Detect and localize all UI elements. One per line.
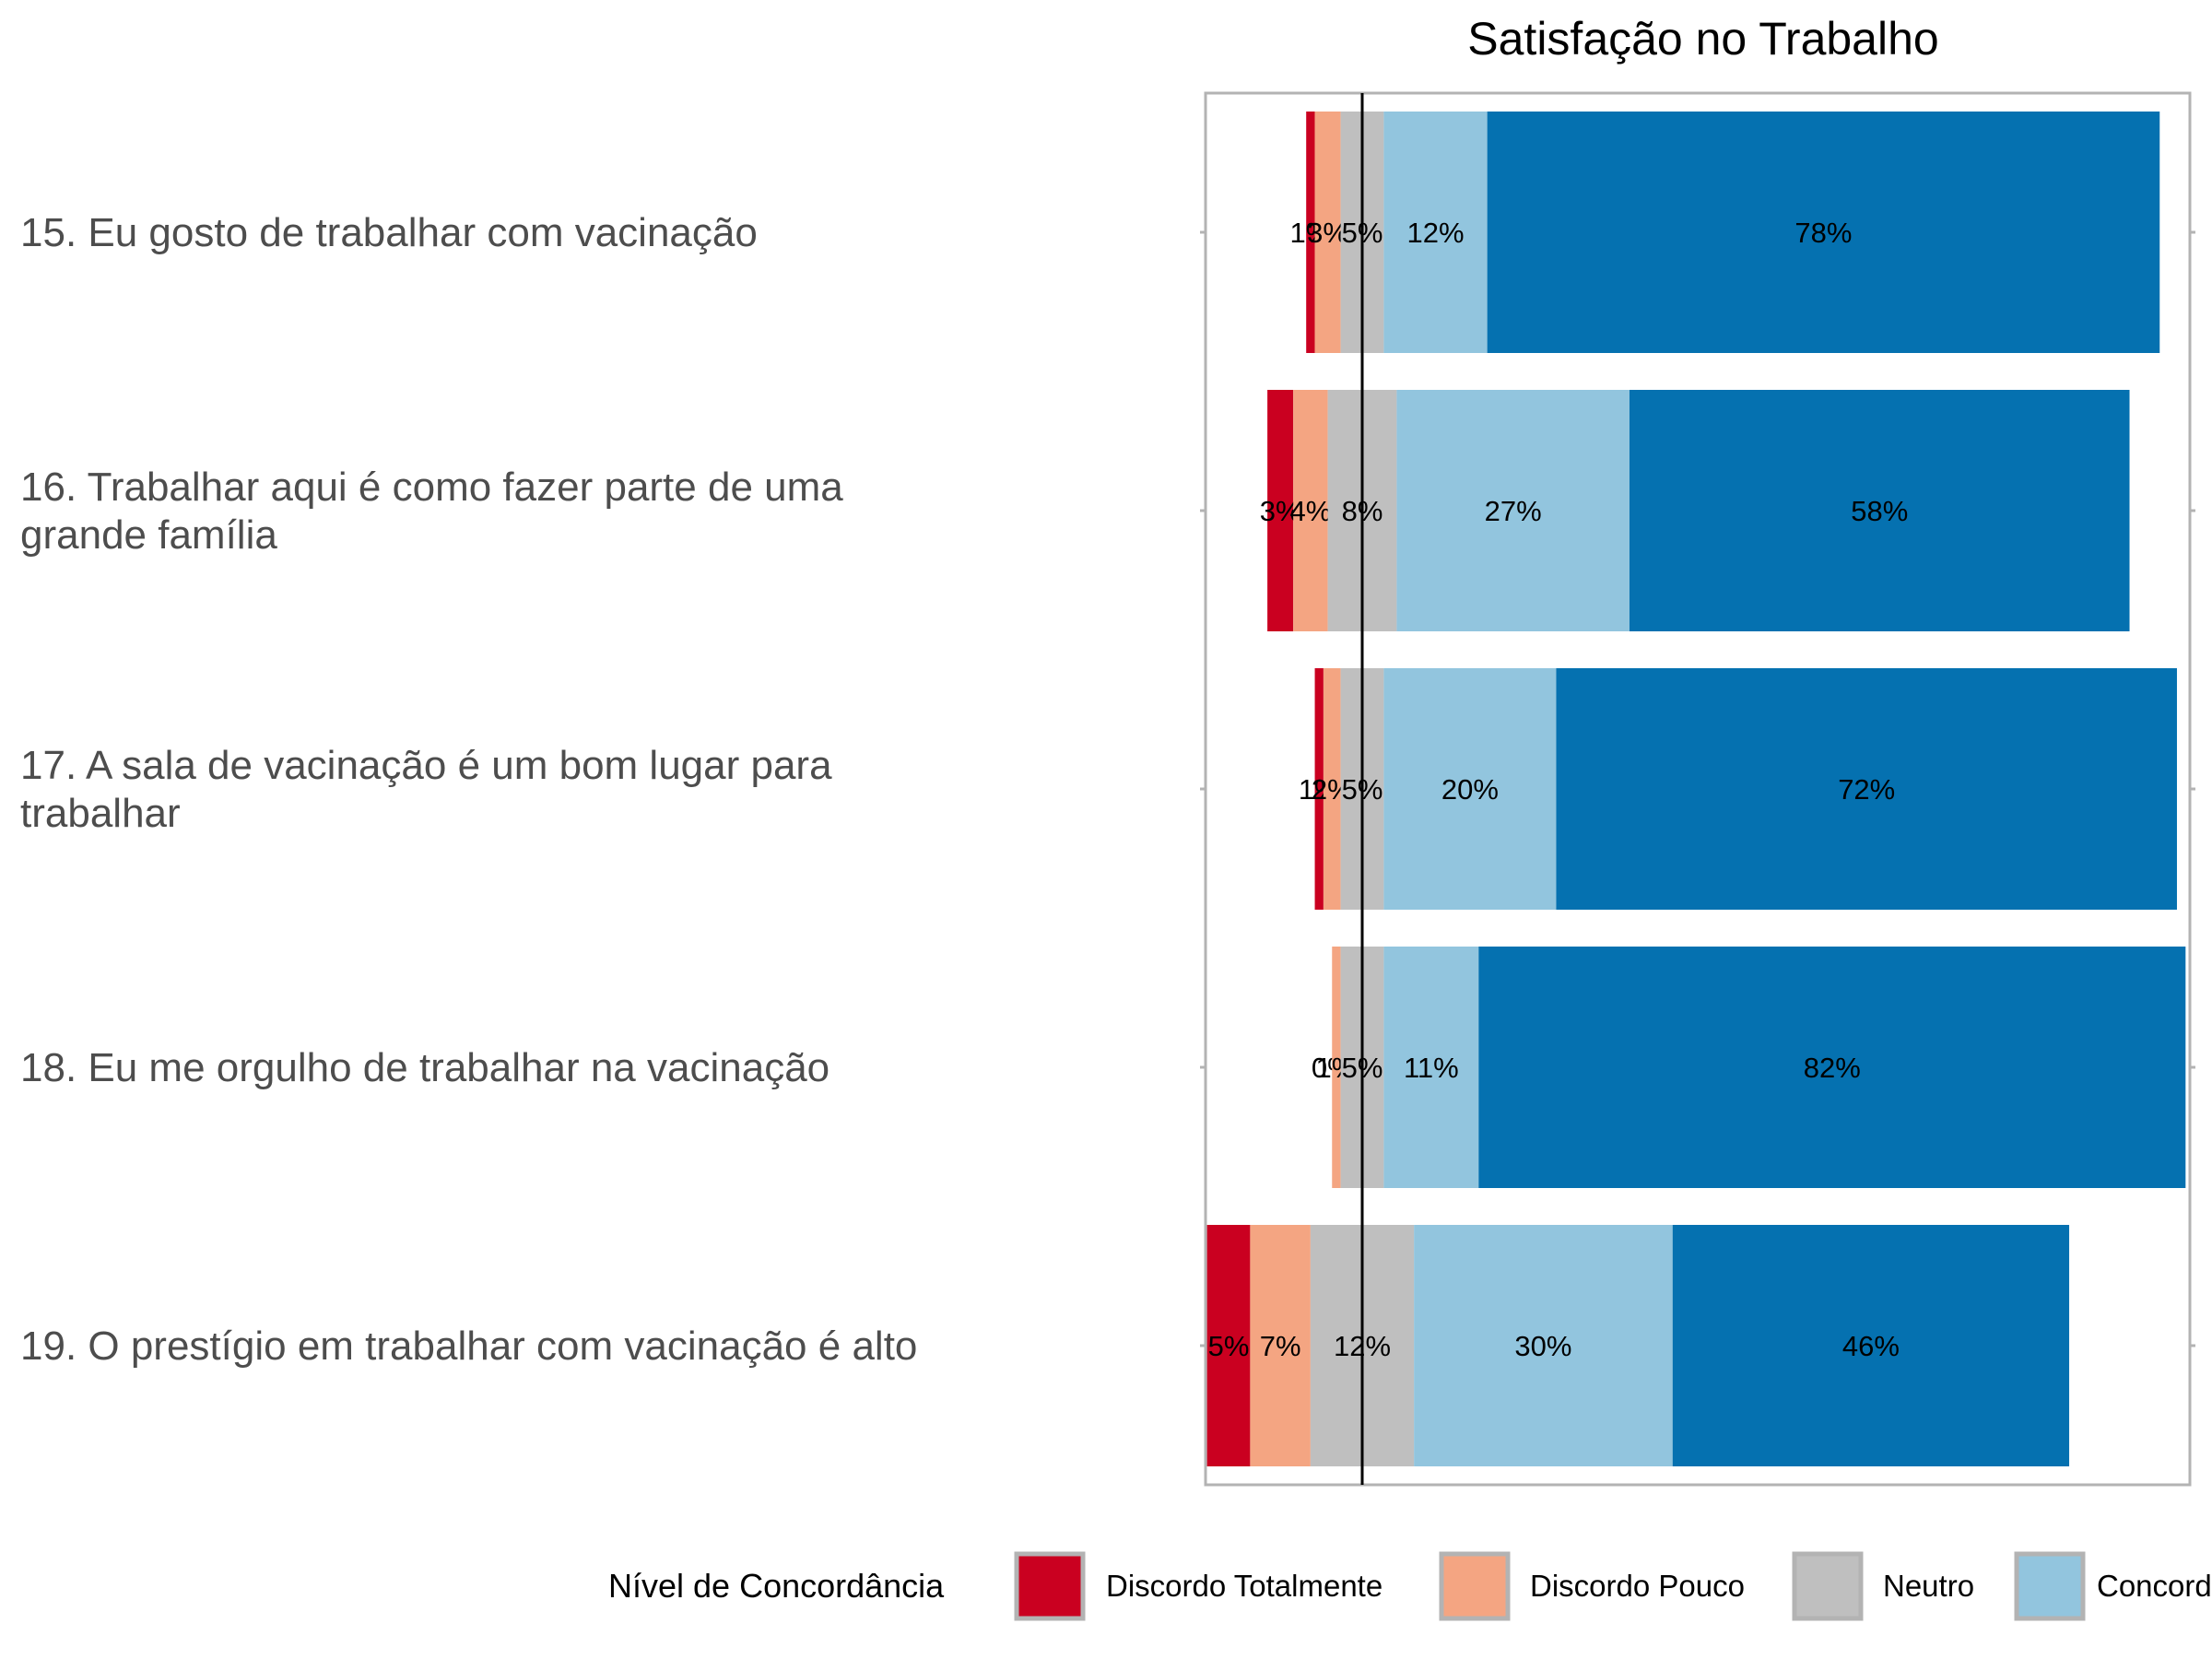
data-label-q19-concordo-pouco: 30% bbox=[1514, 1330, 1571, 1362]
bar-q19-concordo-pouco bbox=[1414, 1225, 1673, 1466]
data-label-q19-discordo-pouco: 7% bbox=[1260, 1330, 1301, 1362]
bar-q17-concordo-totalmente bbox=[1556, 668, 2177, 910]
bar-q15-discordo-totalmente bbox=[1306, 112, 1315, 353]
legend-item-neutro: Neutro bbox=[1792, 1551, 1974, 1621]
plot-panel: 1%3%5%12%78%3%4%8%27%58%1%2%5%20%72%0%1%… bbox=[1200, 91, 2195, 1487]
legend: Nível de Concordância Discordo Totalmente… bbox=[608, 1551, 2212, 1621]
legend-key-neutro bbox=[1792, 1551, 1864, 1621]
data-label-q16-concordo-totalmente: 58% bbox=[1851, 495, 1908, 527]
bar-q19-concordo-totalmente bbox=[1672, 1225, 2070, 1466]
y-axis-labels: 15. Eu gosto de trabalhar com vacinação 1… bbox=[20, 210, 917, 1369]
bar-q16-concordo-pouco bbox=[1396, 390, 1630, 631]
bar-q17-concordo-pouco bbox=[1383, 668, 1557, 910]
y-label-q15: 15. Eu gosto de trabalhar com vacinação bbox=[20, 210, 758, 255]
data-label-q18-concordo-totalmente: 82% bbox=[1804, 1052, 1861, 1084]
data-label-q17-concordo-totalmente: 72% bbox=[1838, 773, 1895, 806]
bar-q18-concordo-totalmente bbox=[1478, 947, 2186, 1188]
legend-key-concordo-pouco bbox=[2014, 1551, 2086, 1621]
bar-q15-concordo-pouco bbox=[1383, 112, 1488, 353]
bar-q15-concordo-totalmente bbox=[1487, 112, 2160, 353]
bar-q17-discordo-pouco bbox=[1323, 668, 1341, 910]
y-label-line: 17. A sala de vacinação é um bom lugar p… bbox=[20, 743, 832, 788]
y-label-line: 15. Eu gosto de trabalhar com vacinação bbox=[20, 210, 758, 255]
data-label-q19-concordo-totalmente: 46% bbox=[1842, 1330, 1900, 1362]
y-label-q17: 17. A sala de vacinação é um bom lugar p… bbox=[20, 743, 832, 836]
legend-item-discordo-pouco: Discordo Pouco bbox=[1439, 1551, 1745, 1621]
legend-key-discordo-pouco bbox=[1439, 1551, 1511, 1621]
data-label-q15-concordo-totalmente: 78% bbox=[1794, 217, 1852, 249]
legend-title: Nível de Concordância bbox=[608, 1567, 945, 1605]
data-label-q17-concordo-pouco: 20% bbox=[1441, 773, 1499, 806]
legend-key-discordo-totalmente bbox=[1014, 1551, 1086, 1621]
legend-item-discordo-totalmente: Discordo Totalmente bbox=[1014, 1551, 1382, 1621]
bar-q16-discordo-pouco bbox=[1293, 390, 1328, 631]
y-label-line: grande família bbox=[20, 512, 277, 558]
data-label-q19-discordo-totalmente: 5% bbox=[1208, 1330, 1250, 1362]
legend-label-neutro: Neutro bbox=[1883, 1569, 1974, 1603]
y-label-line: 18. Eu me orgulho de trabalhar na vacina… bbox=[20, 1045, 830, 1090]
bar-q19-discordo-totalmente bbox=[1206, 1225, 1251, 1466]
bar-q15-discordo-pouco bbox=[1314, 112, 1341, 353]
y-label-q18: 18. Eu me orgulho de trabalhar na vacina… bbox=[20, 1045, 830, 1090]
legend-label-concordo-pouco: Concordo Pouco bbox=[2097, 1569, 2212, 1603]
bar-q19-discordo-pouco bbox=[1250, 1225, 1311, 1466]
data-label-q18-concordo-pouco: 11% bbox=[1404, 1052, 1459, 1084]
legend-label-discordo-pouco: Discordo Pouco bbox=[1530, 1569, 1745, 1603]
chart-title: Satisfação no Trabalho bbox=[1467, 13, 1938, 65]
legend-item-concordo-pouco: Concordo Pouco bbox=[2014, 1551, 2212, 1621]
legend-label-discordo-totalmente: Discordo Totalmente bbox=[1106, 1569, 1382, 1603]
bar-q16-concordo-totalmente bbox=[1629, 390, 2130, 631]
y-label-line: trabalhar bbox=[20, 791, 181, 836]
bar-q18-concordo-pouco bbox=[1383, 947, 1479, 1188]
bar-q16-discordo-totalmente bbox=[1267, 390, 1294, 631]
data-label-q15-concordo-pouco: 12% bbox=[1406, 217, 1464, 249]
data-label-q16-discordo-pouco: 4% bbox=[1289, 495, 1331, 527]
data-label-q16-concordo-pouco: 27% bbox=[1485, 495, 1542, 527]
y-label-q16: 16. Trabalhar aqui é como fazer parte de… bbox=[20, 465, 843, 558]
y-label-q19: 19. O prestígio em trabalhar com vacinaç… bbox=[20, 1324, 917, 1369]
y-label-line: 16. Trabalhar aqui é como fazer parte de… bbox=[20, 465, 843, 510]
bar-q17-discordo-totalmente bbox=[1314, 668, 1324, 910]
bar-q18-discordo-pouco bbox=[1332, 947, 1341, 1188]
y-label-line: 19. O prestígio em trabalhar com vacinaç… bbox=[20, 1324, 917, 1369]
